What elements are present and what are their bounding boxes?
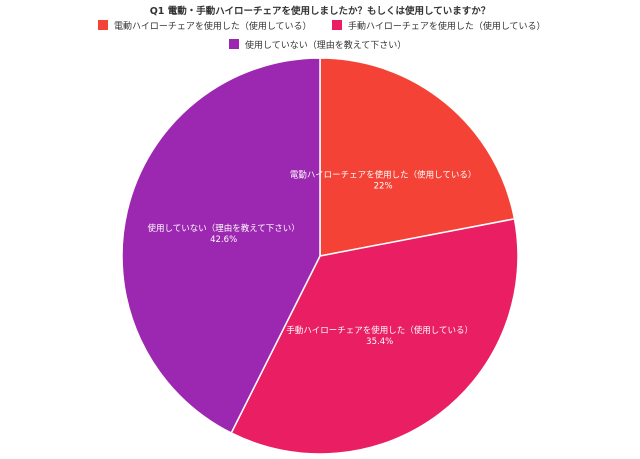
slice-category-label: 電動ハイローチェアを使用した（使用している） [290, 170, 477, 181]
legend-label: 電動ハイローチェアを使用した（使用している） [114, 20, 312, 32]
slice-value-label: 35.4% [366, 337, 393, 347]
legend-item[interactable]: 手動ハイローチェアを使用した（使用している） [332, 20, 546, 32]
pie-slices [121, 57, 519, 455]
legend-label: 使用していない（理由を教えて下さい） [245, 39, 406, 51]
slice-labels: 電動ハイローチェアを使用した（使用している）22% 手動ハイローチェアを使用した（… [147, 170, 476, 347]
legend-item[interactable]: 使用していない（理由を教えて下さい） [229, 39, 406, 51]
pie-slice[interactable] [121, 57, 321, 434]
legend-swatch [98, 20, 108, 30]
legend: 電動ハイローチェアを使用した（使用している） 手動ハイローチェアを使用した（使用… [98, 20, 546, 51]
legend-swatch [332, 20, 342, 30]
slice-value-label: 22% [374, 182, 393, 192]
legend-item[interactable]: 電動ハイローチェアを使用した（使用している） [98, 20, 312, 32]
pie-slice[interactable] [230, 218, 519, 455]
legend-swatch [229, 39, 239, 49]
legend-label: 手動ハイローチェアを使用した（使用している） [348, 20, 546, 32]
slice-category-label: 手動ハイローチェアを使用した（使用している） [286, 325, 473, 336]
slice-value-label: 42.6% [210, 235, 237, 245]
slice-category-label: 使用していない（理由を教えて下さい） [147, 223, 299, 234]
chart-title: Q1 電動・手動ハイローチェアを使用しましたか？もしくは使用していますか？ [150, 5, 491, 17]
pie-slice[interactable] [319, 57, 516, 257]
